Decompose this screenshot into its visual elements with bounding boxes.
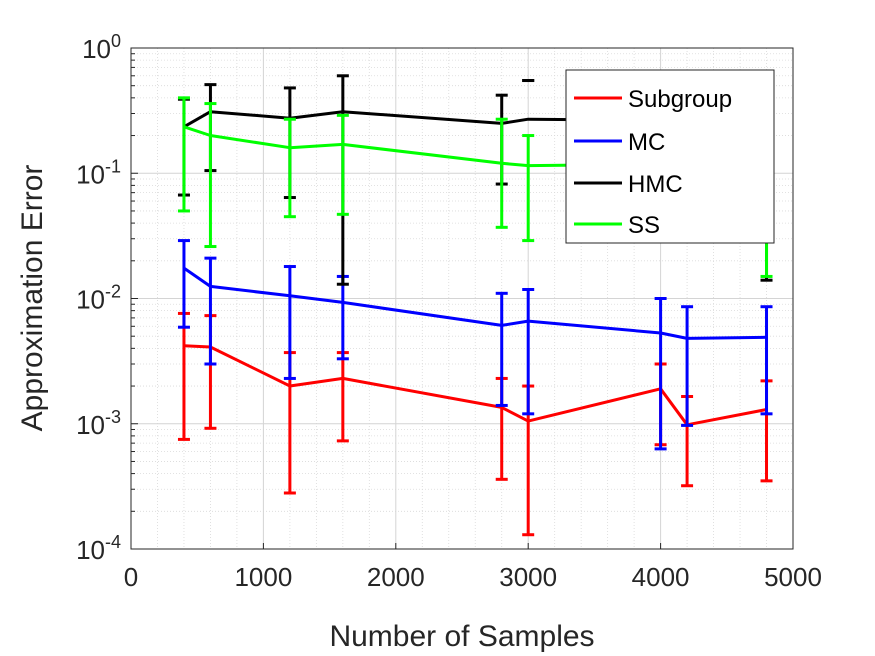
y-tick-label: 100 (82, 31, 121, 64)
series-layer (177, 74, 773, 537)
x-tick-label: 2000 (367, 562, 425, 592)
y-tick-label: 10-3 (76, 407, 121, 440)
legend-label-mc: MC (628, 129, 665, 156)
series-ss (177, 96, 773, 278)
tick-labels: 0 1000 2000 3000 4000 5000 10-4 10-3 10-2 10-1 100 (76, 31, 822, 592)
x-tick-label: 1000 (234, 562, 292, 592)
x-tick-label: 0 (124, 562, 138, 592)
legend-label-hmc: HMC (628, 171, 683, 198)
x-axis-label: Number of Samples (329, 620, 594, 653)
x-tick-label: 3000 (499, 562, 557, 592)
legend-label-ss: SS (628, 212, 660, 239)
legend-label-subgroup: Subgroup (628, 86, 732, 113)
y-tick-label: 10-2 (76, 282, 121, 315)
legend: Subgroup MC HMC SS (565, 69, 775, 244)
x-tick-label: 4000 (632, 562, 690, 592)
series-mc (177, 239, 773, 451)
axis-ticks (130, 47, 794, 550)
x-tick-label: 5000 (764, 562, 822, 592)
y-axis-label: Approximation Error (16, 165, 49, 432)
y-tick-label: 10-1 (76, 156, 121, 189)
y-tick-label: 10-4 (76, 532, 121, 565)
